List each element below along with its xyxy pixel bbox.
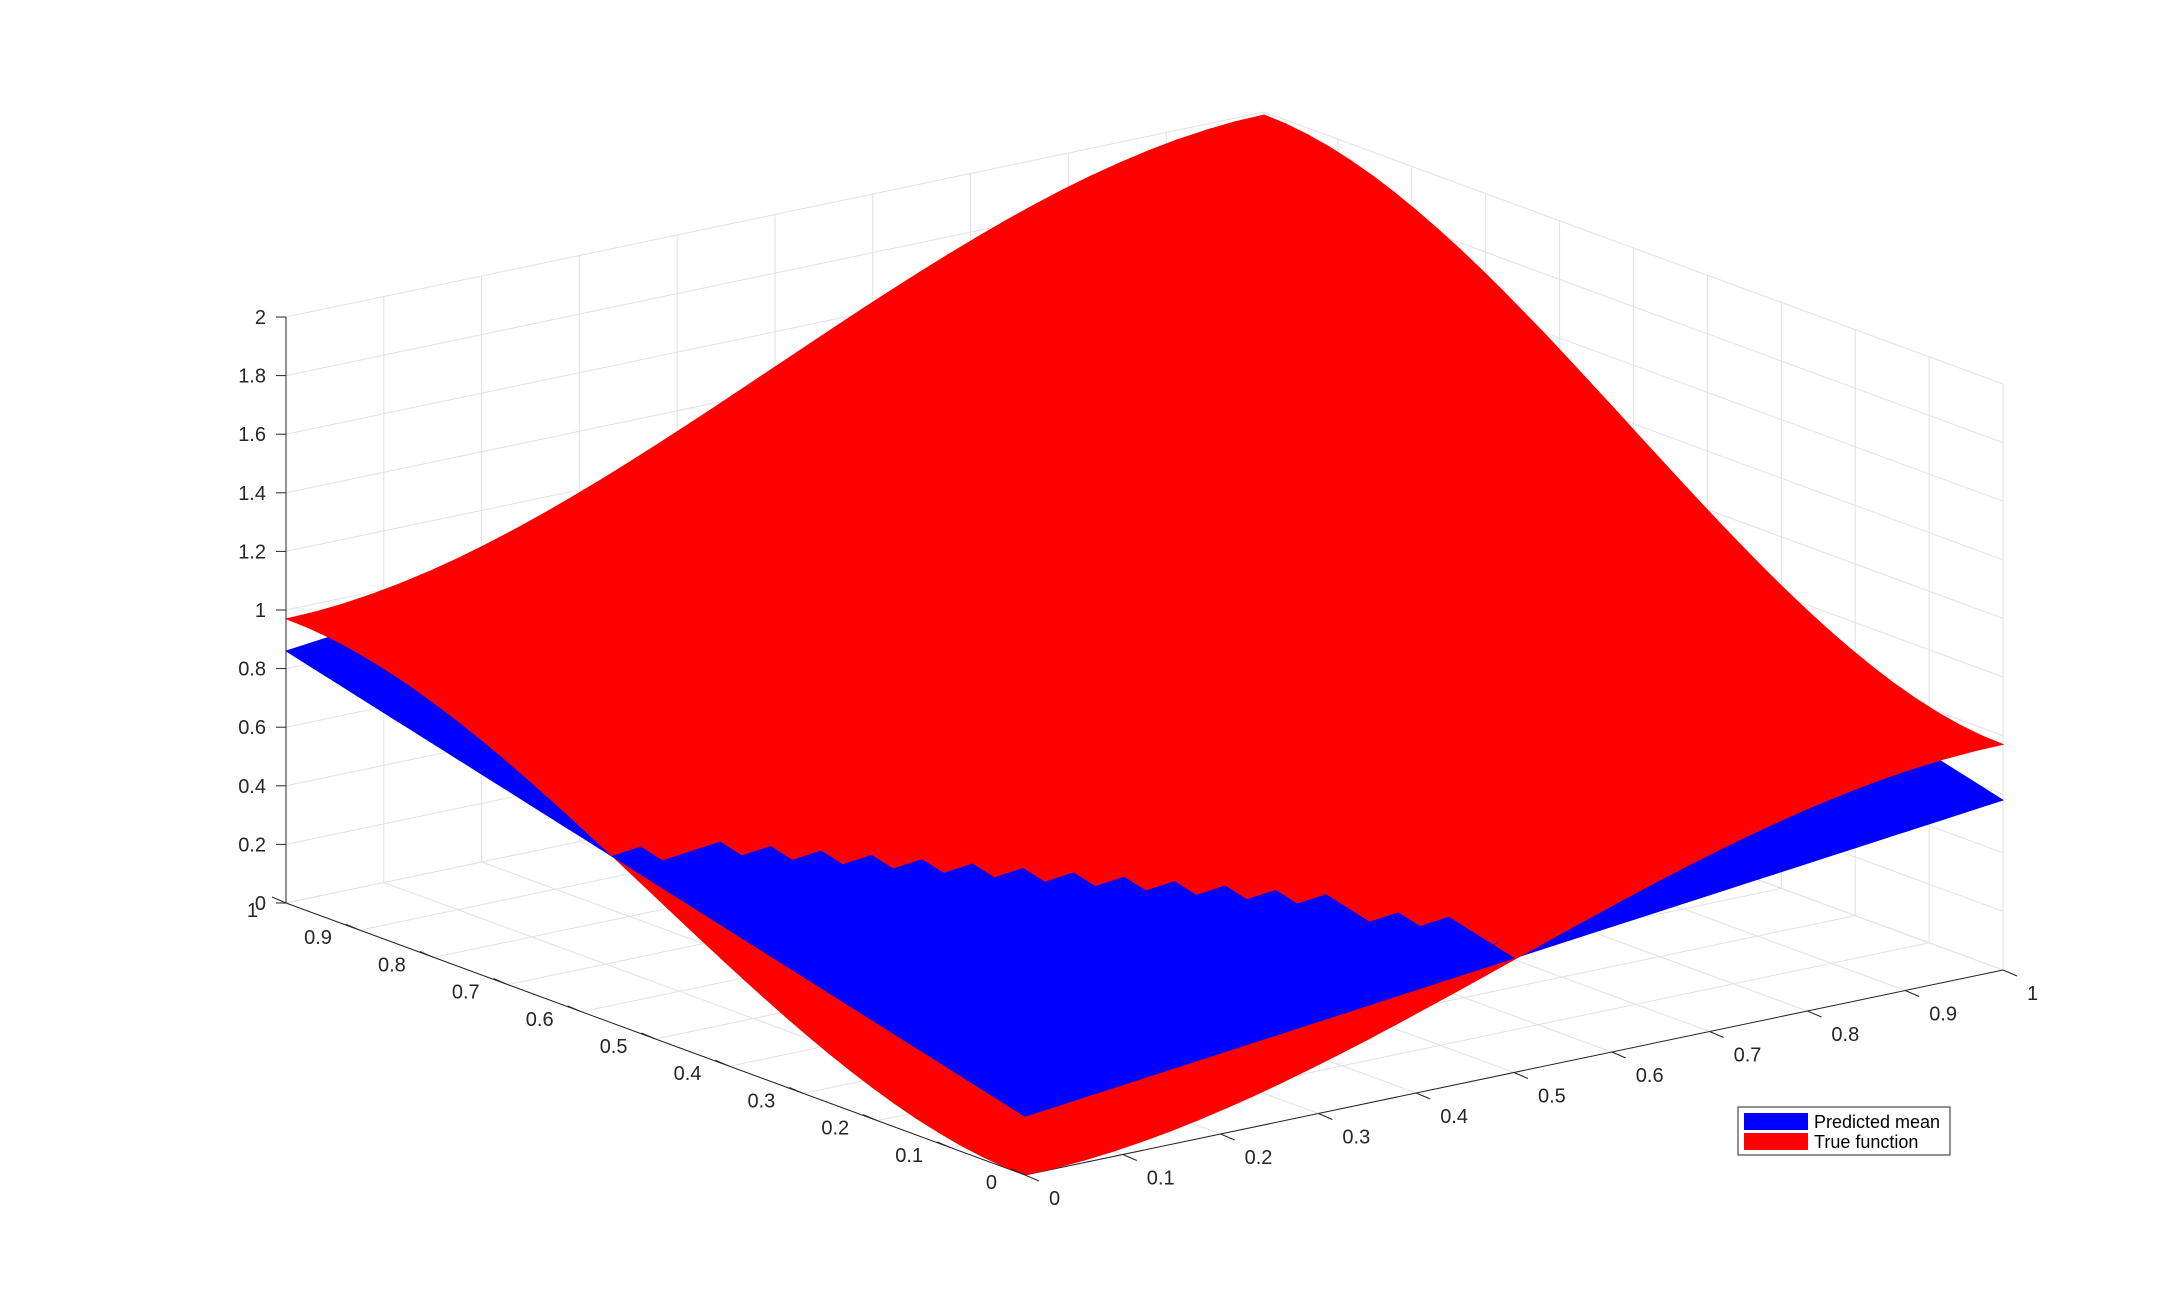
- y-tick-label: 0.8: [378, 954, 406, 976]
- y-tick-label: 0: [986, 1172, 997, 1194]
- x-tick-mark: [1220, 1133, 1235, 1141]
- y-tick-label: 0.6: [526, 1009, 554, 1031]
- y-tick-label: 0.9: [304, 927, 332, 949]
- axis-ticks: 0 0.2 0.4 0.6 0.8 1 1.2 1.4 1.6 1.8 2 0 0.1 0.2 0.3 0.4…: [238, 307, 2038, 1210]
- legend-label-predicted-mean: Predicted mean: [1814, 1112, 1940, 1132]
- x-tick-label: 1: [2027, 983, 2038, 1005]
- y-tick-label: 1: [247, 900, 258, 922]
- y-tick-label: 0.3: [747, 1090, 775, 1112]
- legend-swatch-predicted-mean: [1744, 1113, 1808, 1130]
- z-tick-label: 1.2: [238, 541, 266, 563]
- x-tick-label: 0.6: [1636, 1065, 1664, 1087]
- x-tick-mark: [1513, 1072, 1529, 1079]
- x-tick-mark: [1024, 1174, 1040, 1182]
- x-tick-label: 0.3: [1342, 1127, 1370, 1149]
- x-tick-mark: [1611, 1051, 1626, 1059]
- x-tick-label: 0.5: [1538, 1086, 1566, 1108]
- z-tick-label: 0.6: [238, 717, 266, 739]
- x-tick-label: 0: [1049, 1188, 1060, 1210]
- y-tick-mark: [345, 923, 361, 931]
- x-tick-mark: [1416, 1092, 1431, 1100]
- legend-swatch-true-function: [1744, 1133, 1808, 1150]
- z-tick-label: 0.8: [238, 659, 266, 681]
- z-tick-label: 1.4: [238, 483, 266, 505]
- z-tick-label: 0.4: [238, 776, 266, 798]
- x-tick-mark: [2002, 969, 2018, 977]
- legend-label-true-function: True function: [1814, 1132, 1918, 1152]
- left-wall-grid-line: [285, 111, 1265, 318]
- x-tick-label: 0.1: [1147, 1168, 1175, 1190]
- z-tick-label: 1.8: [238, 366, 266, 388]
- y-tick-label: 0.4: [674, 1063, 702, 1085]
- x-tick-label: 0.9: [1929, 1004, 1957, 1026]
- z-tick-label: 1.6: [238, 424, 266, 446]
- y-tick-mark: [567, 1005, 582, 1013]
- predicted-mean-patch: [1002, 1092, 1055, 1117]
- x-tick-label: 0.4: [1440, 1106, 1468, 1128]
- y-tick-label: 0.2: [821, 1118, 849, 1140]
- y-tick-label: 0.7: [452, 982, 480, 1004]
- x-tick-label: 0.7: [1734, 1045, 1762, 1067]
- y-tick-mark: [715, 1059, 730, 1067]
- x-tick-label: 0.8: [1831, 1024, 1859, 1046]
- y-tick-mark: [863, 1114, 878, 1122]
- y-tick-mark: [493, 978, 508, 986]
- y-tick-mark: [936, 1141, 952, 1149]
- y-tick-mark: [789, 1086, 804, 1094]
- right-wall-grid-line: [1263, 111, 2004, 385]
- x-tick-mark: [1905, 990, 1920, 997]
- y-tick-mark: [1010, 1168, 1026, 1176]
- legend: Predicted mean True function: [1737, 1106, 1951, 1156]
- z-tick-label: 2: [255, 307, 266, 329]
- x-tick-mark: [1807, 1010, 1822, 1018]
- x-tick-label: 0.2: [1245, 1147, 1273, 1169]
- z-tick-label: 0.2: [238, 834, 266, 856]
- x-tick-mark: [1318, 1113, 1333, 1120]
- surface-series: [284, 114, 2005, 1176]
- y-tick-mark: [419, 950, 434, 958]
- z-tick-label: 1: [255, 600, 266, 622]
- x-tick-mark: [1122, 1154, 1137, 1161]
- y-tick-label: 0.1: [895, 1145, 923, 1167]
- y-tick-mark: [271, 896, 287, 904]
- y-tick-label: 0.5: [600, 1036, 628, 1058]
- z-tick-label: 0: [255, 893, 266, 915]
- x-tick-mark: [1709, 1031, 1724, 1038]
- y-tick-mark: [641, 1032, 656, 1040]
